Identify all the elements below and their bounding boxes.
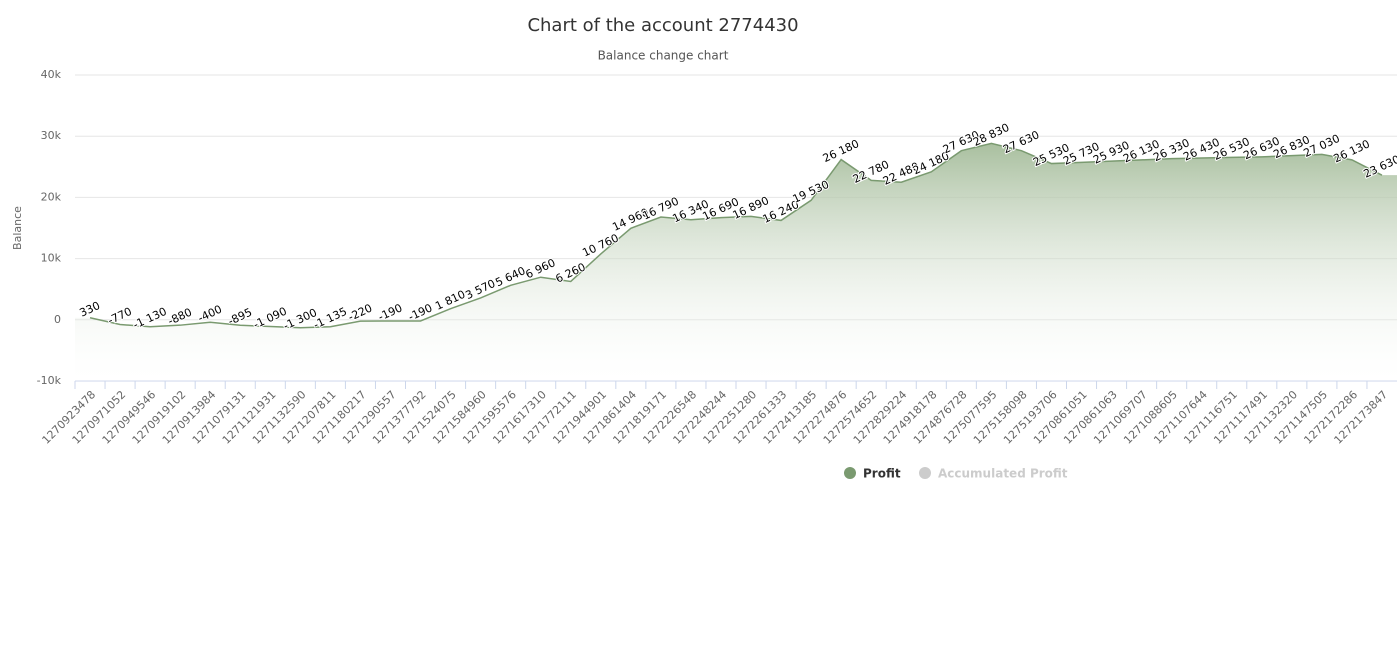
y-tick-label: 10k (41, 252, 62, 265)
line (89, 142, 1383, 329)
legend-marker[interactable] (919, 467, 931, 479)
legend-label[interactable]: Accumulated Profit (938, 467, 1068, 481)
y-tick-label: -10k (37, 374, 62, 387)
y-tick-label: 0 (54, 313, 61, 326)
chart-subtitle: Balance change chart (598, 49, 729, 63)
chart-title: Chart of the account 2774430 (527, 15, 798, 36)
data-label: 330 (78, 299, 103, 320)
area (75, 143, 1397, 381)
y-tick-label: 20k (41, 190, 62, 203)
x-tick-label: 1272173847 (1332, 388, 1391, 447)
legend-marker[interactable] (844, 467, 856, 479)
y-tick-label: 30k (41, 129, 62, 142)
legend-label[interactable]: Profit (863, 467, 901, 481)
y-axis-label: Balance (11, 206, 24, 250)
y-tick-label: 40k (41, 68, 62, 81)
series: 330 -770-1 130-880 -400 -895-1 090-1 300-1 … (75, 120, 1397, 381)
